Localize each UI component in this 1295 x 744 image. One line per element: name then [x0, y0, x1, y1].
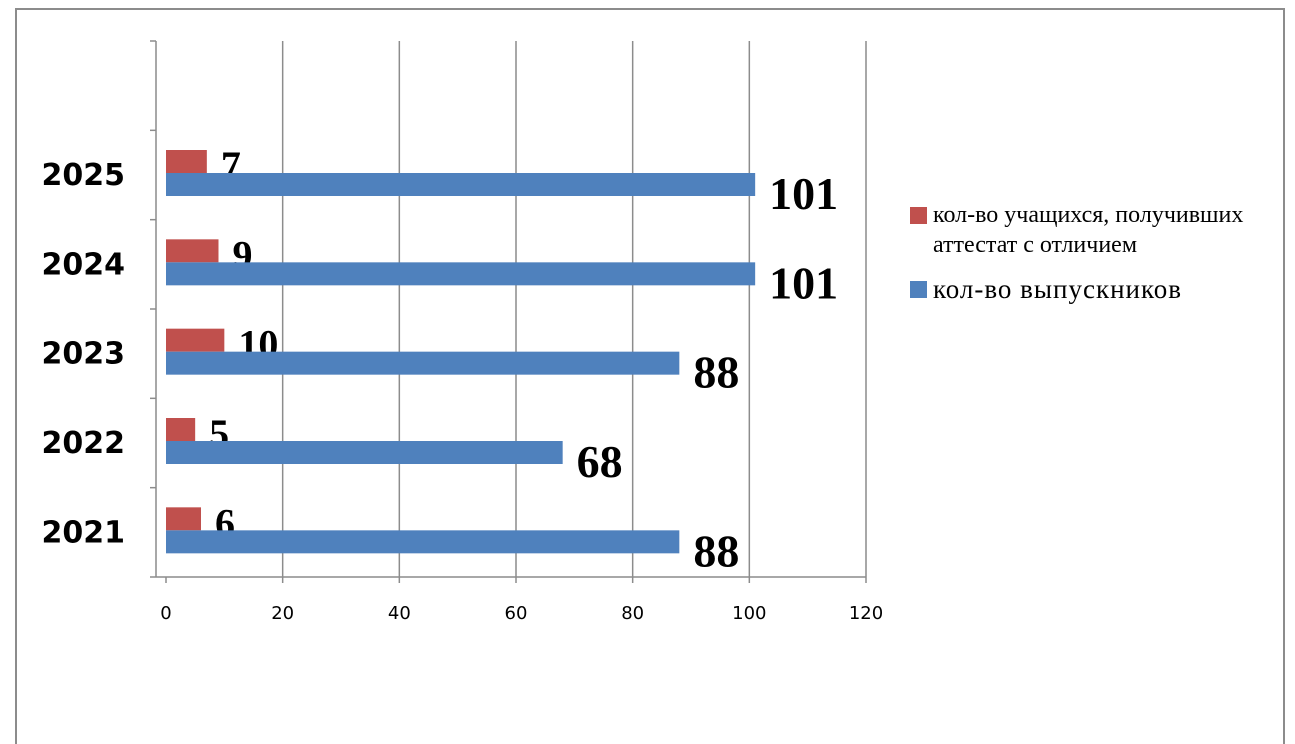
chart-frame: [15, 8, 1285, 744]
bar-graduates-2022: [166, 441, 563, 464]
category-label-2025: 2025: [42, 158, 126, 193]
bar-honors-2021: [166, 507, 201, 531]
x-tick-label-20: 20: [271, 603, 294, 624]
x-tick-label-80: 80: [621, 603, 644, 624]
x-tick-label-0: 0: [160, 603, 171, 624]
bar-graduates-2025: [166, 173, 756, 196]
legend-item-graduates: кол-во выпускников: [910, 274, 1270, 304]
bar-graduates-2021: [166, 530, 680, 554]
bar-honors-2023: [166, 328, 225, 352]
data-label-graduates-2021: 88: [693, 525, 739, 576]
legend-label-graduates: кол-во выпускников: [933, 274, 1183, 304]
legend-swatch-graduates: [910, 281, 927, 298]
bar-graduates-2024: [166, 262, 756, 286]
bar-honors-2025: [166, 150, 207, 173]
legend-label-honors: кол-во учащихся, получивших аттестат с о…: [933, 202, 1244, 258]
category-label-2022: 2022: [42, 426, 126, 461]
x-tick-label-60: 60: [505, 603, 528, 624]
x-tick-label-40: 40: [388, 603, 411, 624]
data-label-graduates-2023: 88: [693, 347, 739, 398]
legend: кол-во учащихся, получивших аттестат с о…: [910, 200, 1270, 318]
legend-item-honors: кол-во учащихся, получивших аттестат с о…: [910, 200, 1270, 260]
category-label-2024: 2024: [42, 247, 126, 282]
data-label-graduates-2025: 101: [769, 168, 838, 219]
data-label-graduates-2022: 68: [577, 436, 623, 487]
legend-swatch-honors: [910, 207, 927, 224]
bar-honors-2022: [166, 418, 196, 441]
bar-honors-2024: [166, 239, 219, 263]
data-label-graduates-2024: 101: [769, 257, 838, 308]
bar-graduates-2023: [166, 351, 680, 375]
x-tick-label-100: 100: [732, 603, 766, 624]
category-label-2021: 2021: [42, 515, 126, 550]
x-tick-label-120: 120: [849, 603, 883, 624]
category-label-2023: 2023: [42, 337, 126, 372]
